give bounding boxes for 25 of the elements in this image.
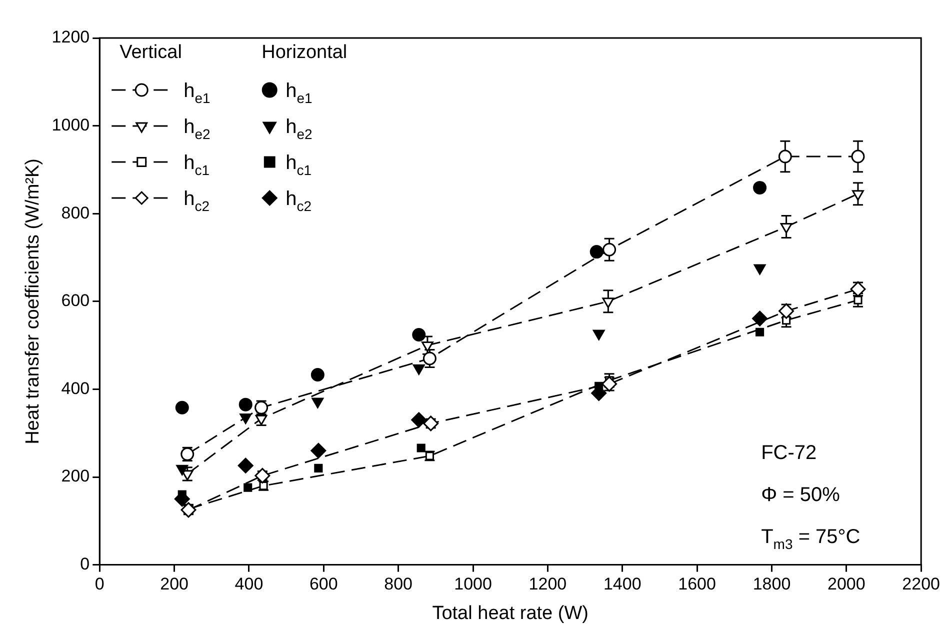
y-tick-label: 200 (61, 466, 90, 486)
x-tick-label: 1400 (603, 574, 642, 594)
annotation: Φ = 50% (761, 484, 840, 506)
x-tick-label: 400 (234, 574, 264, 594)
x-tick-label: 1200 (528, 574, 567, 594)
x-tick-label: 2200 (902, 574, 940, 594)
x-tick-label: 600 (309, 574, 338, 594)
x-tick-label: 800 (384, 574, 413, 594)
y-tick-label: 1000 (52, 115, 90, 134)
x-tick-label: 2000 (827, 574, 866, 594)
x-tick-label: 1800 (752, 574, 791, 594)
annotation: FC-72 (761, 442, 817, 464)
x-tick-label: 1000 (454, 574, 492, 594)
annotation: Horizontal (262, 42, 348, 63)
x-axis-title: Total heat rate (W) (432, 602, 588, 624)
y-tick-label: 1200 (52, 28, 90, 47)
x-tick-label: 1600 (678, 574, 716, 594)
y-tick-label: 0 (80, 554, 90, 574)
y-tick-label: 600 (61, 291, 90, 310)
x-tick-label: 0 (94, 574, 104, 594)
x-tick-label: 200 (160, 574, 188, 594)
y-tick-label: 800 (61, 203, 90, 222)
annotation: Vertical (120, 42, 182, 63)
y-axis-title: Heat transfer coefficients (W/m²K) (22, 158, 44, 444)
y-tick-label: 400 (61, 378, 90, 398)
